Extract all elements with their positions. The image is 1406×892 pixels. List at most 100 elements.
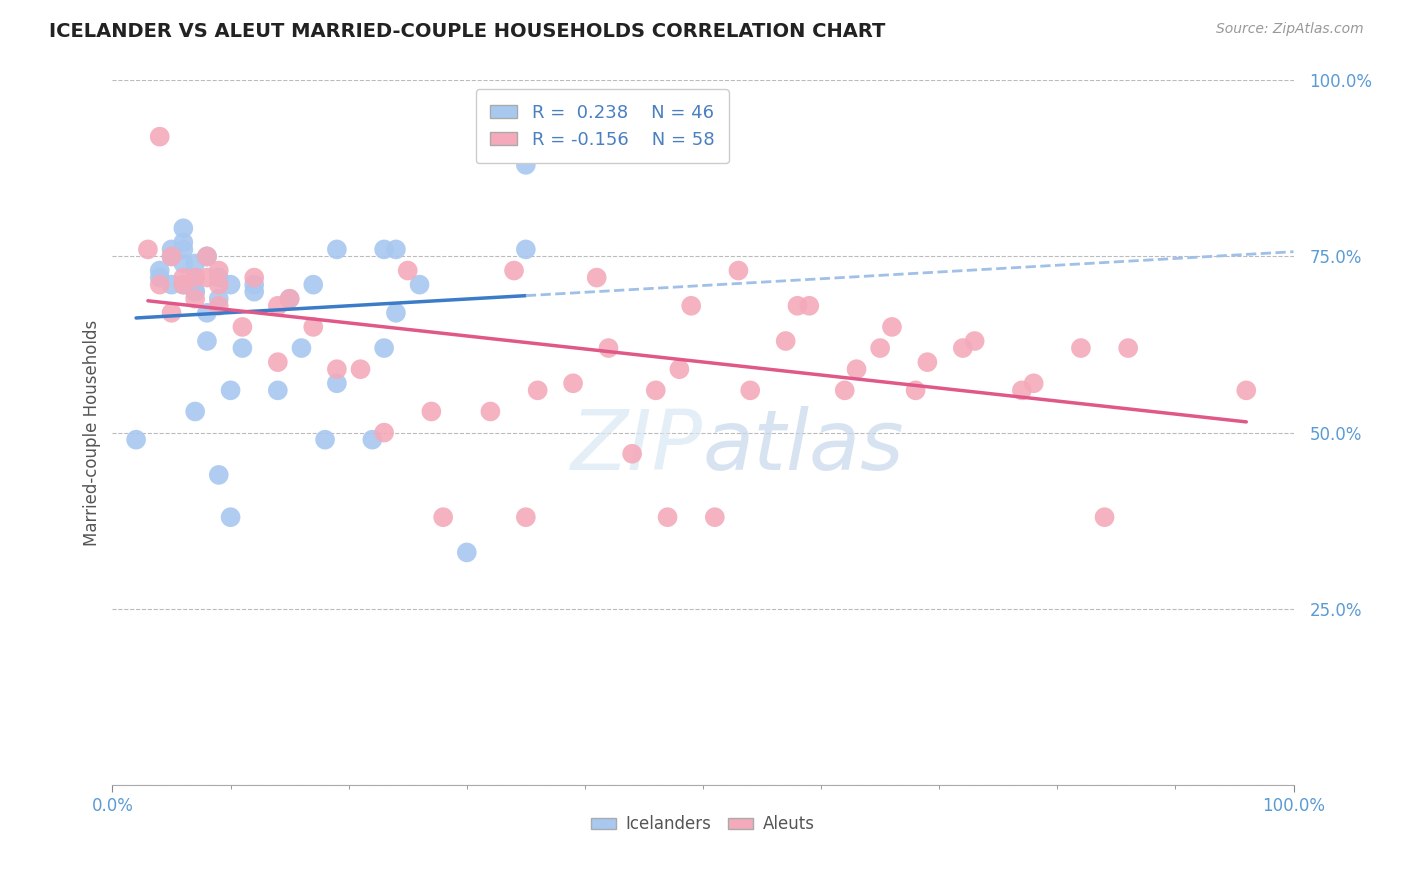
Point bbox=[125, 433, 148, 447]
Point bbox=[456, 545, 478, 559]
Point bbox=[195, 250, 218, 264]
Point bbox=[598, 341, 620, 355]
Point bbox=[172, 256, 194, 270]
Point bbox=[1234, 384, 1257, 398]
Point bbox=[208, 277, 231, 292]
Point bbox=[243, 270, 266, 285]
Point bbox=[349, 362, 371, 376]
Point bbox=[302, 277, 325, 292]
Point bbox=[845, 362, 868, 376]
Point bbox=[208, 263, 231, 277]
Point bbox=[621, 447, 644, 461]
Point bbox=[172, 277, 194, 292]
Point bbox=[172, 235, 194, 250]
Point bbox=[267, 355, 290, 369]
Point bbox=[195, 270, 218, 285]
Point bbox=[302, 320, 325, 334]
Point bbox=[184, 404, 207, 418]
Point bbox=[160, 243, 183, 257]
Point bbox=[326, 376, 349, 391]
Point bbox=[727, 263, 749, 277]
Point bbox=[290, 341, 312, 355]
Point bbox=[172, 277, 194, 292]
Point bbox=[184, 292, 207, 306]
Point bbox=[799, 299, 821, 313]
Point bbox=[160, 250, 183, 264]
Point bbox=[952, 341, 974, 355]
Point bbox=[184, 270, 207, 285]
Point bbox=[562, 376, 585, 391]
Text: atlas: atlas bbox=[703, 406, 904, 487]
Point bbox=[1022, 376, 1045, 391]
Point bbox=[963, 334, 986, 348]
Point bbox=[184, 285, 207, 299]
Point bbox=[231, 341, 253, 355]
Point bbox=[278, 292, 301, 306]
Point bbox=[231, 320, 253, 334]
Point bbox=[208, 292, 231, 306]
Point bbox=[1116, 341, 1139, 355]
Point bbox=[775, 334, 797, 348]
Point bbox=[515, 158, 537, 172]
Point bbox=[880, 320, 903, 334]
Point bbox=[786, 299, 808, 313]
Point bbox=[1094, 510, 1116, 524]
Point bbox=[834, 384, 856, 398]
Point bbox=[396, 263, 419, 277]
Point bbox=[195, 250, 218, 264]
Point bbox=[515, 109, 537, 123]
Point bbox=[219, 277, 242, 292]
Point bbox=[149, 129, 172, 144]
Point bbox=[278, 292, 301, 306]
Point bbox=[361, 433, 384, 447]
Text: ICELANDER VS ALEUT MARRIED-COUPLE HOUSEHOLDS CORRELATION CHART: ICELANDER VS ALEUT MARRIED-COUPLE HOUSEH… bbox=[49, 22, 886, 41]
Point bbox=[172, 243, 194, 257]
Point bbox=[385, 306, 408, 320]
Text: Source: ZipAtlas.com: Source: ZipAtlas.com bbox=[1216, 22, 1364, 37]
Point bbox=[408, 277, 430, 292]
Point bbox=[160, 277, 183, 292]
Point bbox=[373, 425, 395, 440]
Point bbox=[326, 243, 349, 257]
Point bbox=[219, 384, 242, 398]
Point bbox=[515, 510, 537, 524]
Point bbox=[703, 510, 725, 524]
Point bbox=[267, 299, 290, 313]
Point bbox=[243, 285, 266, 299]
Point bbox=[420, 404, 443, 418]
Point bbox=[326, 362, 349, 376]
Point bbox=[172, 221, 194, 235]
Point bbox=[184, 285, 207, 299]
Point bbox=[160, 306, 183, 320]
Text: ZIP: ZIP bbox=[571, 406, 703, 487]
Point bbox=[243, 277, 266, 292]
Point bbox=[1011, 384, 1033, 398]
Point bbox=[195, 250, 218, 264]
Point bbox=[917, 355, 939, 369]
Y-axis label: Married-couple Households: Married-couple Households bbox=[83, 319, 101, 546]
Point bbox=[136, 243, 159, 257]
Point bbox=[373, 243, 395, 257]
Point bbox=[668, 362, 690, 376]
Point bbox=[385, 243, 408, 257]
Point bbox=[869, 341, 891, 355]
Point bbox=[208, 299, 231, 313]
Point bbox=[515, 243, 537, 257]
Point bbox=[314, 433, 336, 447]
Point bbox=[149, 277, 172, 292]
Legend: Icelanders, Aleuts: Icelanders, Aleuts bbox=[583, 809, 823, 840]
Point bbox=[195, 306, 218, 320]
Point bbox=[149, 263, 172, 277]
Point bbox=[160, 250, 183, 264]
Point bbox=[208, 270, 231, 285]
Point bbox=[585, 270, 607, 285]
Point bbox=[681, 299, 703, 313]
Point bbox=[526, 384, 548, 398]
Point bbox=[657, 510, 679, 524]
Point bbox=[373, 341, 395, 355]
Point bbox=[219, 510, 242, 524]
Point bbox=[644, 384, 666, 398]
Point bbox=[149, 270, 172, 285]
Point bbox=[503, 263, 526, 277]
Point bbox=[740, 384, 762, 398]
